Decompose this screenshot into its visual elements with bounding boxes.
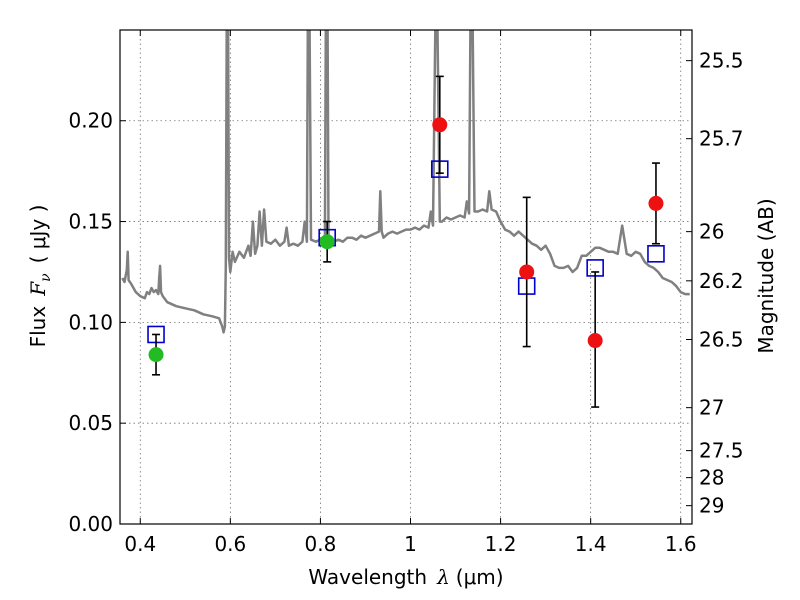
- x-tick-label: 1.6: [665, 532, 697, 556]
- y2-tick-label: 27: [699, 396, 724, 420]
- plot-area: [121, 30, 690, 334]
- y2-tick-label: 28: [699, 466, 724, 490]
- observed-photometry-point: [648, 195, 664, 211]
- y-tick-label: 0.00: [68, 512, 113, 536]
- x-tick-label: 1: [404, 532, 417, 556]
- model-photometry-square: [647, 245, 665, 263]
- y2-tick-label: 25.7: [699, 127, 744, 151]
- observed-photometry-point: [148, 347, 164, 363]
- plot-frame: [119, 29, 693, 525]
- y-tick-label: 0.20: [68, 109, 113, 133]
- y2-tick-label: 26: [699, 220, 724, 244]
- x-tick-label: 0.6: [214, 532, 246, 556]
- x-tick-label: 1.2: [485, 532, 517, 556]
- grid-lines: [120, 30, 692, 525]
- x-tick-label: 0.8: [305, 532, 337, 556]
- observed-photometry-point: [519, 264, 535, 280]
- y-tick-label: 0.05: [68, 411, 113, 435]
- observed-photometry-point: [319, 234, 335, 250]
- y2-axis-label: Magnitude (AB): [754, 198, 778, 353]
- x-axis-label: Wavelength λ (μm): [308, 565, 503, 589]
- y2-tick-label: 27.5: [699, 439, 744, 463]
- x-tick-label: 0.4: [124, 532, 156, 556]
- observed-photometry-point: [587, 333, 603, 349]
- y2-tick-label: 26.2: [699, 269, 744, 293]
- y-tick-label: 0.10: [68, 310, 113, 334]
- axis-ticks: 0.4 0.6 0.8 1 1.2 1.4 1.6 0.00 0.05 0.10 0.15 0.20 2…: [68, 30, 744, 556]
- y-tick-label: 0.15: [68, 210, 113, 234]
- y2-tick-label: 26.5: [699, 328, 744, 352]
- y-axis-label: FluxFν( μJy ): [26, 205, 54, 348]
- y2-tick-label: 29: [699, 494, 724, 518]
- y2-tick-label: 25.5: [699, 49, 744, 73]
- x-tick-label: 1.4: [575, 532, 607, 556]
- observed-photometry-point: [432, 117, 448, 133]
- model-spectrum-line: [121, 30, 690, 334]
- marker-layer: [147, 75, 665, 408]
